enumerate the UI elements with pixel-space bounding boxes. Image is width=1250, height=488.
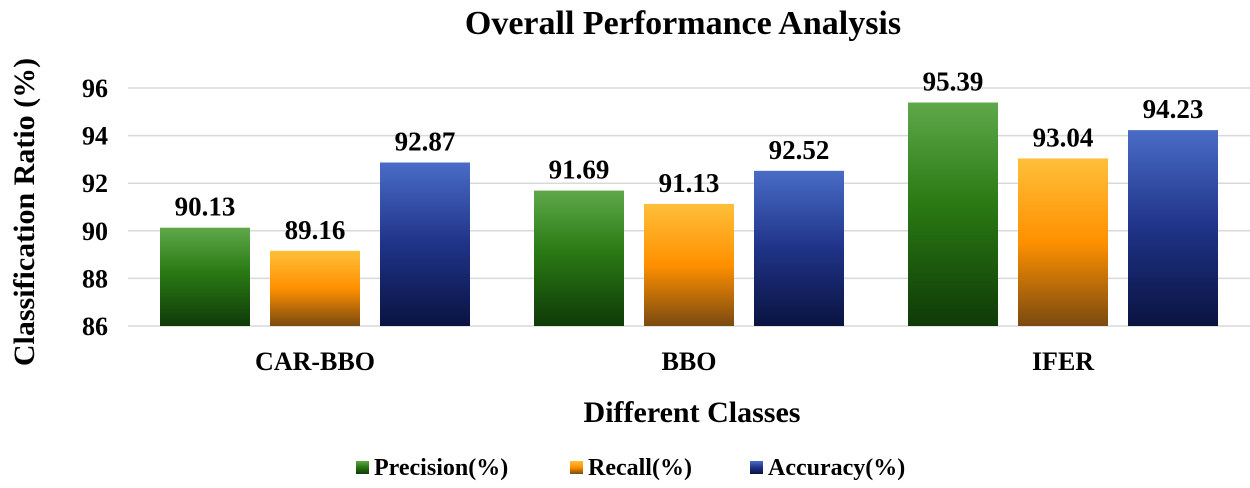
legend-item: Recall(%) xyxy=(570,455,692,481)
legend-label: Precision(%) xyxy=(374,455,508,481)
y-tick-label: 86 xyxy=(82,312,108,341)
x-category-label: CAR-BBO xyxy=(255,347,375,376)
legend-swatch xyxy=(356,461,369,474)
bar-accuracy-car-bbo xyxy=(380,162,470,326)
bar-recall-bbo xyxy=(644,203,734,326)
data-labels: 90.13 89.16 92.87 91.69 91.13 92.52 95.39 93.04… xyxy=(175,67,1204,245)
legend-swatch xyxy=(750,461,763,474)
y-axis-ticks: 86 88 90 92 94 96 xyxy=(82,74,108,341)
y-tick-label: 96 xyxy=(82,74,108,103)
bars xyxy=(160,102,1218,326)
chart-title: Overall Performance Analysis xyxy=(465,5,901,42)
data-label: 93.04 xyxy=(1033,122,1094,152)
x-category-label: IFER xyxy=(1032,347,1094,376)
bar-accuracy-bbo xyxy=(754,170,844,326)
bar-recall-car-bbo xyxy=(270,250,360,326)
bar-precision-ifer xyxy=(908,102,998,326)
data-label: 92.87 xyxy=(395,126,456,156)
x-axis-categories: CAR-BBO BBO IFER xyxy=(255,347,1094,376)
legend-item: Accuracy(%) xyxy=(750,455,905,481)
legend-item: Precision(%) xyxy=(356,455,508,481)
data-label: 90.13 xyxy=(175,192,236,222)
y-tick-label: 90 xyxy=(82,217,108,246)
y-tick-label: 88 xyxy=(82,264,108,293)
data-label: 92.52 xyxy=(769,135,830,165)
legend-swatch xyxy=(570,461,583,474)
bar-precision-bbo xyxy=(534,190,624,326)
legend-label: Accuracy(%) xyxy=(768,455,905,481)
legend: Precision(%) Recall(%) Accuracy(%) xyxy=(356,455,905,481)
data-label: 89.16 xyxy=(285,215,346,245)
legend-label: Recall(%) xyxy=(588,455,692,481)
x-category-label: BBO xyxy=(662,347,717,376)
bar-recall-ifer xyxy=(1018,158,1108,326)
y-tick-label: 92 xyxy=(82,169,108,198)
data-label: 95.39 xyxy=(923,67,984,97)
bar-precision-car-bbo xyxy=(160,227,250,326)
y-tick-label: 94 xyxy=(82,122,108,151)
data-label: 91.13 xyxy=(659,168,720,198)
x-axis-title: Different Classes xyxy=(584,396,801,429)
bar-accuracy-ifer xyxy=(1128,130,1218,326)
data-label: 91.69 xyxy=(549,155,610,185)
data-label: 94.23 xyxy=(1143,94,1204,124)
y-axis-title: Classification Ratio (%) xyxy=(8,58,41,366)
